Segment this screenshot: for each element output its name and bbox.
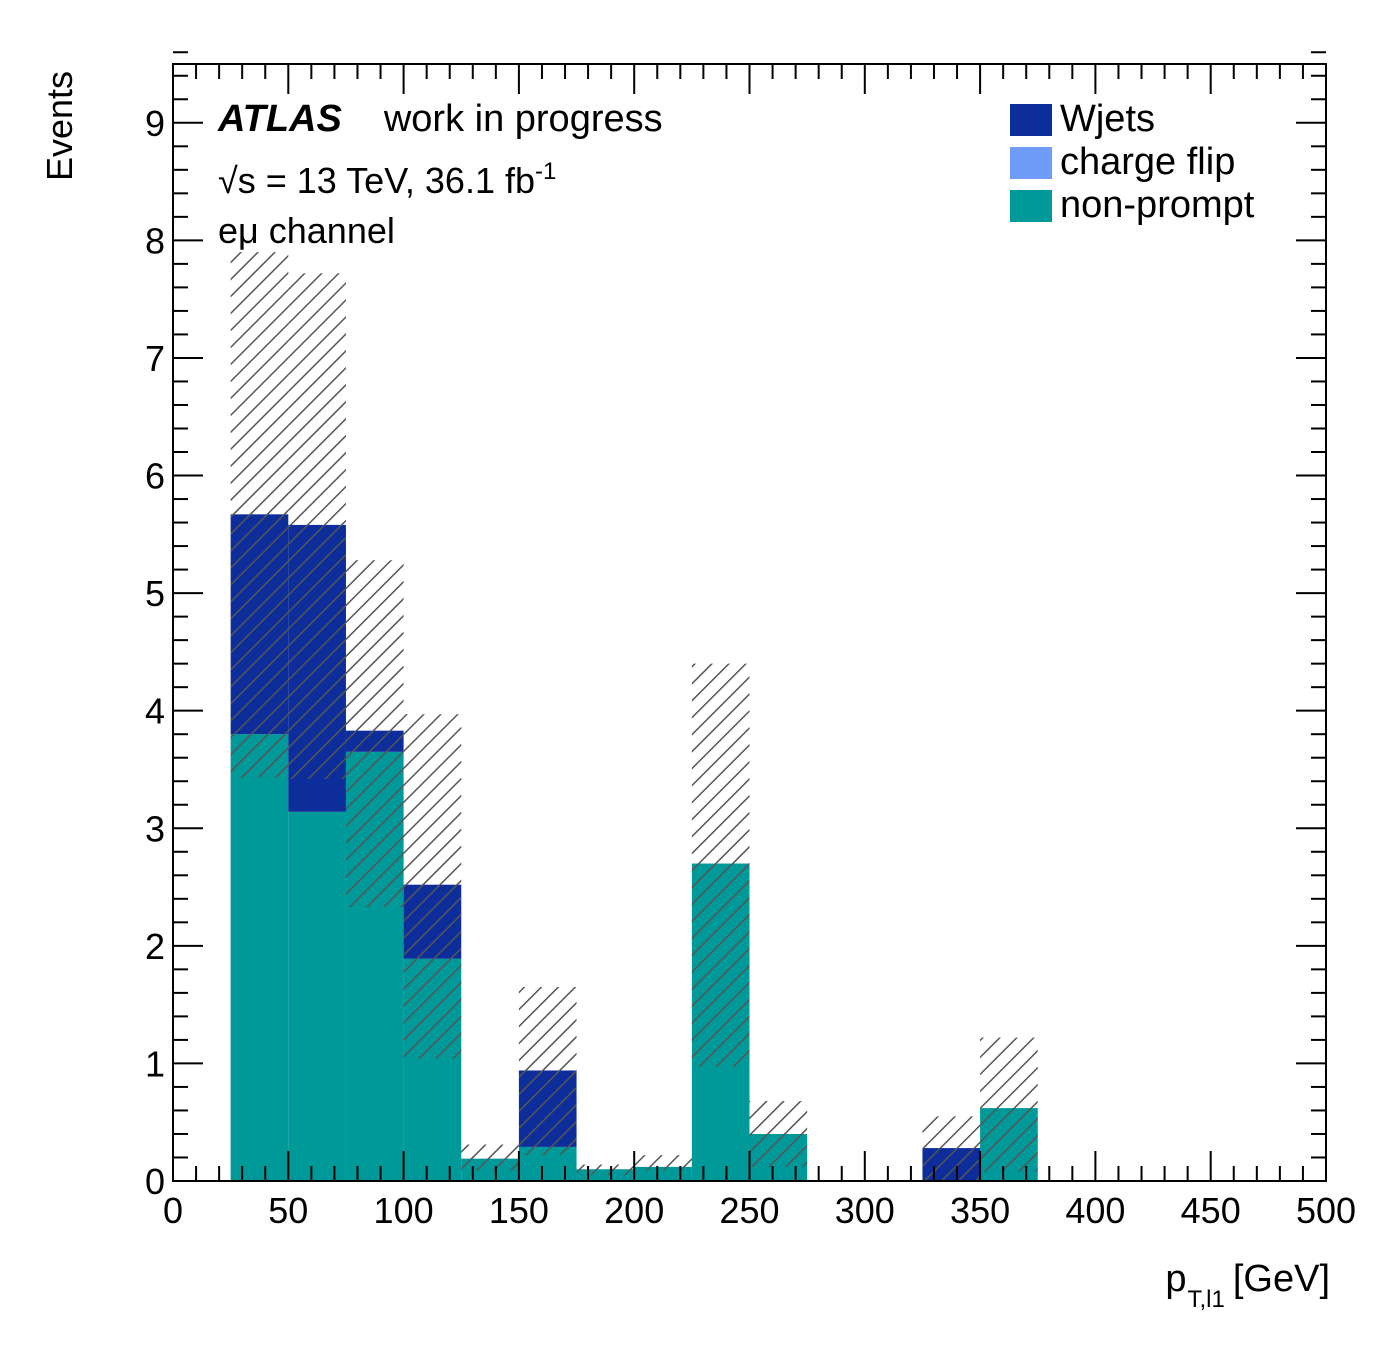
atlas-label: ATLAS work in progress <box>218 98 663 141</box>
y-tick-label: 3 <box>145 808 165 849</box>
uncertainty-band-bin-6 <box>518 986 577 1156</box>
x-tick-label: 500 <box>1296 1190 1356 1231</box>
bar-non-prompt-bin-2 <box>288 811 346 1181</box>
experiment-name: ATLAS <box>218 98 342 140</box>
legend: Wjets charge flip non-prompt <box>1010 98 1254 227</box>
axis-ticks <box>172 51 1327 1182</box>
x-tick-label: 450 <box>1181 1190 1241 1231</box>
y-tick-label: 7 <box>145 338 165 379</box>
y-tick-label: 0 <box>145 1161 165 1202</box>
uncertainty-band-bin-10 <box>749 1101 808 1167</box>
y-tick-label: 8 <box>145 220 165 261</box>
y-axis-label-box: Events <box>20 60 100 190</box>
uncertainty-band-bin-4 <box>403 714 462 1059</box>
y-tick-label: 5 <box>145 573 165 614</box>
y-tick-label: 2 <box>145 926 165 967</box>
uncertainty-band-bin-13 <box>922 1116 981 1181</box>
legend-item-charge-flip: charge flip <box>1010 141 1254 184</box>
x-axis-label: pT,l1 [GeV] <box>1165 1258 1330 1314</box>
uncertainty-band <box>230 252 1038 1181</box>
legend-label-wjets: Wjets <box>1060 98 1155 140</box>
legend-item-wjets: Wjets <box>1010 98 1254 141</box>
legend-label-non-prompt: non-prompt <box>1060 184 1255 226</box>
energy-luminosity-label: √s = 13 TeV, 36.1 fb-1 <box>218 158 556 202</box>
luminosity-exponent: -1 <box>535 158 557 185</box>
x-tick-label: 0 <box>163 1190 183 1231</box>
legend-item-non-prompt: non-prompt <box>1010 184 1254 227</box>
y-tick-label: 4 <box>145 691 165 732</box>
uncertainty-band-bin-1 <box>230 252 289 778</box>
legend-label-charge-flip: charge flip <box>1060 141 1236 183</box>
uncertainty-band-bin-3 <box>345 560 404 908</box>
plot-frame <box>172 63 1327 1182</box>
x-axis-label-subscript: T,l1 <box>1187 1286 1225 1313</box>
y-tick-label: 1 <box>145 1043 165 1084</box>
x-tick-label: 300 <box>835 1190 895 1231</box>
uncertainty-band-bin-8 <box>634 1155 692 1171</box>
x-tick-label: 200 <box>604 1190 664 1231</box>
x-tick-label: 150 <box>489 1190 549 1231</box>
x-tick-label: 250 <box>719 1190 779 1231</box>
y-axis-label: Events <box>39 70 80 182</box>
channel-label: eμ channel <box>218 210 395 251</box>
x-axis-label-unit: [GeV] <box>1232 1258 1330 1300</box>
uncertainty-band-bin-5 <box>461 1144 519 1171</box>
x-tick-label: 400 <box>1065 1190 1125 1231</box>
uncertainty-band-bin-9 <box>691 663 750 1067</box>
legend-swatch-wjets <box>1010 103 1052 136</box>
x-axis-label-symbol: p <box>1165 1258 1187 1300</box>
legend-swatch-charge-flip <box>1010 146 1052 179</box>
y-tick-label: 6 <box>145 456 165 497</box>
legend-swatch-non-prompt <box>1010 189 1052 222</box>
status-text: work in progress <box>383 98 663 140</box>
uncertainty-band-bin-7 <box>576 1164 635 1176</box>
energy-text: √s = 13 TeV, 36.1 fb <box>218 160 536 201</box>
x-tick-label: 50 <box>268 1190 308 1231</box>
uncertainty-band-bin-2 <box>288 273 346 779</box>
y-tick-label: 9 <box>145 103 165 144</box>
tick-labels: 0 50 100 150 200 250 300 350 400 450 500 0 1 2 3 4 5 6 7 8 9 <box>145 103 1356 1231</box>
uncertainty-band-bin-14 <box>980 1037 1038 1172</box>
x-tick-label: 100 <box>374 1190 434 1231</box>
bar-non-prompt-bin-1 <box>230 734 289 1181</box>
x-tick-label: 350 <box>950 1190 1010 1231</box>
